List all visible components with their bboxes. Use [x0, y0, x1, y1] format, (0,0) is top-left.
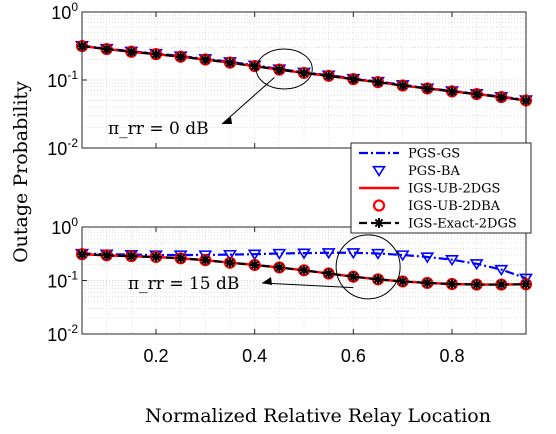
data-point-2	[126, 46, 137, 57]
data-point-16	[471, 89, 482, 100]
data-point-12	[373, 77, 383, 88]
legend-entry: IGS-Exact-2DGS	[359, 217, 517, 232]
data-point-17	[496, 279, 507, 290]
data-point-8	[274, 262, 285, 273]
y-tick-label: 10-2	[47, 136, 78, 159]
data-point-1	[101, 250, 112, 261]
arrow-head	[222, 117, 232, 124]
data-point-13	[397, 276, 408, 287]
highlight-ellipse	[255, 48, 313, 90]
legend-label: IGS-UB-2DGS	[408, 182, 500, 197]
y-axis-label: Outage Probability	[10, 81, 32, 263]
data-point-3	[151, 251, 161, 262]
data-point-legend	[372, 199, 386, 212]
data-point-6	[225, 257, 235, 268]
x-axis-label: Normalized Relative Relay Location	[145, 405, 491, 427]
legend-label: PGS-GS	[408, 147, 460, 162]
x-tick-label: 0.6	[341, 346, 366, 366]
data-point-5	[200, 255, 211, 266]
legend-entry: IGS-UB-2DBA	[372, 199, 501, 214]
annotation-top: π_rr = 0 dB	[108, 48, 313, 139]
data-point-6	[223, 249, 237, 262]
data-point-2	[126, 251, 137, 262]
data-point-15	[445, 255, 459, 267]
data-point-17	[496, 92, 507, 103]
data-point-7	[249, 259, 260, 270]
highlight-ellipse	[335, 234, 401, 300]
data-point-10	[321, 248, 336, 260]
data-point-11	[348, 271, 359, 282]
annotation-label: π_rr = 0 dB	[108, 119, 209, 139]
arrow-line	[261, 282, 354, 289]
data-point-3	[151, 49, 161, 60]
data-point-14	[422, 277, 433, 288]
data-point-7	[247, 249, 262, 261]
y-tick-label: 10-2	[47, 322, 78, 345]
legend: PGS-GS PGS-BA IGS-UB-2DGS IGS-UB-2DBA IGS-Ex…	[350, 142, 532, 234]
x-tick-label: 0.8	[439, 346, 464, 366]
annotation-bottom: π_rr = 15 dB	[128, 234, 401, 300]
legend-entry: PGS-GS	[359, 147, 460, 162]
data-point-8	[274, 64, 285, 75]
legend-entry: IGS-UB-2DGS	[359, 182, 500, 197]
x-tick-label: 0.2	[143, 346, 168, 366]
data-point-9	[297, 248, 311, 260]
arrow-head	[262, 277, 272, 285]
y-tick-label: 10-1	[47, 269, 78, 292]
data-point-15	[447, 86, 457, 97]
data-point-16	[471, 279, 482, 290]
data-point-4	[175, 51, 186, 62]
data-point-legend	[372, 165, 386, 177]
data-point-14	[422, 83, 433, 94]
y-tick-label: 100	[51, 0, 78, 23]
arrow-line	[221, 77, 275, 125]
data-point-14	[420, 252, 435, 264]
data-point-12	[373, 274, 383, 285]
panel-top: 10-2 10-1 100 π_rr = 0 dB	[47, 0, 533, 159]
legend-label: IGS-UB-2DBA	[408, 199, 501, 214]
data-point-legend	[374, 218, 384, 228]
data-point-9	[299, 67, 309, 78]
data-point-1	[101, 44, 112, 55]
data-point-17	[494, 264, 509, 277]
data-point-11	[348, 74, 359, 85]
data-point-13	[397, 80, 408, 91]
data-point-9	[299, 265, 309, 276]
data-point-7	[249, 61, 260, 72]
legend-label: IGS-Exact-2DGS	[408, 217, 517, 232]
data-point-12	[371, 248, 385, 260]
data-point-15	[447, 279, 457, 290]
series-igs-exact-2dgs	[77, 41, 531, 106]
data-point-10	[323, 70, 334, 81]
data-point-16	[469, 259, 484, 271]
data-point-6	[225, 57, 235, 68]
data-point-5	[200, 54, 211, 65]
legend-label: PGS-BA	[408, 164, 460, 179]
panel-bottom: 10-2 10-1 100 0.2 0.4 0.6 0.8 π_rr = 15 dB	[47, 215, 533, 366]
data-point-8	[272, 248, 287, 260]
y-tick-label: 10-1	[47, 68, 78, 91]
data-point-11	[346, 248, 361, 260]
data-point-13	[395, 250, 410, 262]
annotation-label: π_rr = 15 dB	[128, 274, 239, 294]
legend-entry: PGS-BA	[372, 164, 460, 179]
x-tick-label: 0.4	[242, 346, 267, 366]
data-point-4	[175, 253, 186, 264]
y-tick-label: 100	[51, 215, 78, 238]
data-point-10	[323, 268, 334, 279]
